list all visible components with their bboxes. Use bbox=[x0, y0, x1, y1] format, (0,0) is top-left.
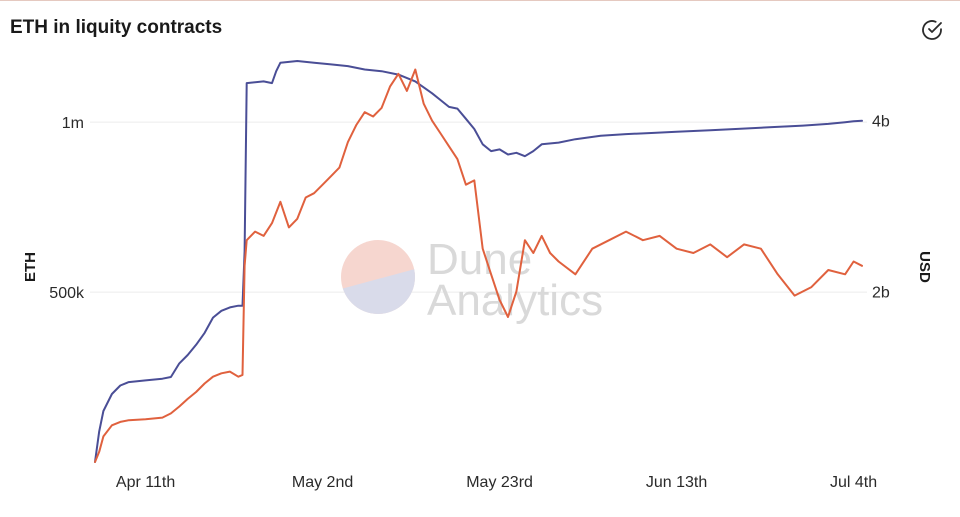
chart-title: ETH in liquity contracts bbox=[10, 17, 223, 38]
x-tick-label: May 23rd bbox=[466, 474, 533, 491]
x-tick-label: Jul 4th bbox=[830, 474, 877, 491]
series-line-eth bbox=[94, 60, 863, 463]
series-line-usd bbox=[94, 68, 863, 463]
y-right-tick-label: 2b bbox=[872, 284, 890, 301]
check-circle-icon[interactable] bbox=[919, 17, 945, 43]
watermark-line1: Dune bbox=[427, 235, 532, 284]
watermark-line2: Analytics bbox=[427, 276, 603, 325]
x-axis: Apr 11th May 2nd May 23rd Jun 13th Jul 4th bbox=[116, 474, 877, 491]
y-axis-left-title: ETH bbox=[22, 252, 39, 282]
gridlines bbox=[90, 121, 867, 293]
y-left-tick-label: 500k bbox=[49, 285, 85, 302]
x-tick-label: Jun 13th bbox=[646, 474, 707, 491]
dune-logo-icon bbox=[341, 240, 415, 314]
y-axis-right-title: USD bbox=[916, 251, 933, 283]
x-tick-label: Apr 11th bbox=[116, 474, 175, 491]
y-axis-left: 500k 1m bbox=[49, 115, 85, 302]
y-right-tick-label: 4b bbox=[872, 114, 890, 131]
series-layer bbox=[94, 60, 863, 463]
x-tick-label: May 2nd bbox=[292, 474, 353, 491]
watermark: Dune Analytics bbox=[341, 235, 603, 325]
y-axis-right: 2b 4b bbox=[872, 114, 890, 302]
y-left-tick-label: 1m bbox=[62, 115, 84, 132]
